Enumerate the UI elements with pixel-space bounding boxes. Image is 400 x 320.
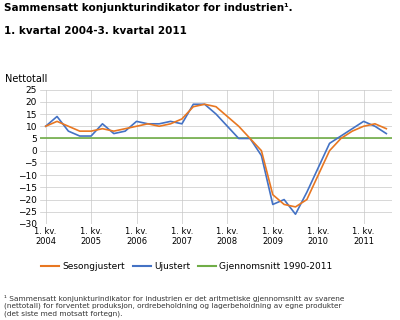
Text: 1. kvartal 2004-3. kvartal 2011: 1. kvartal 2004-3. kvartal 2011 (4, 26, 187, 36)
Legend: Sesongjustert, Ujustert, Gjennomsnitt 1990-2011: Sesongjustert, Ujustert, Gjennomsnitt 19… (38, 258, 336, 274)
Text: ¹ Sammensatt konjunkturindikator for industrien er det aritmetiske gjennomsnitt : ¹ Sammensatt konjunkturindikator for ind… (4, 295, 344, 317)
Text: Sammensatt konjunkturindikator for industrien¹.: Sammensatt konjunkturindikator for indus… (4, 3, 293, 13)
Text: Nettotall: Nettotall (5, 74, 47, 84)
